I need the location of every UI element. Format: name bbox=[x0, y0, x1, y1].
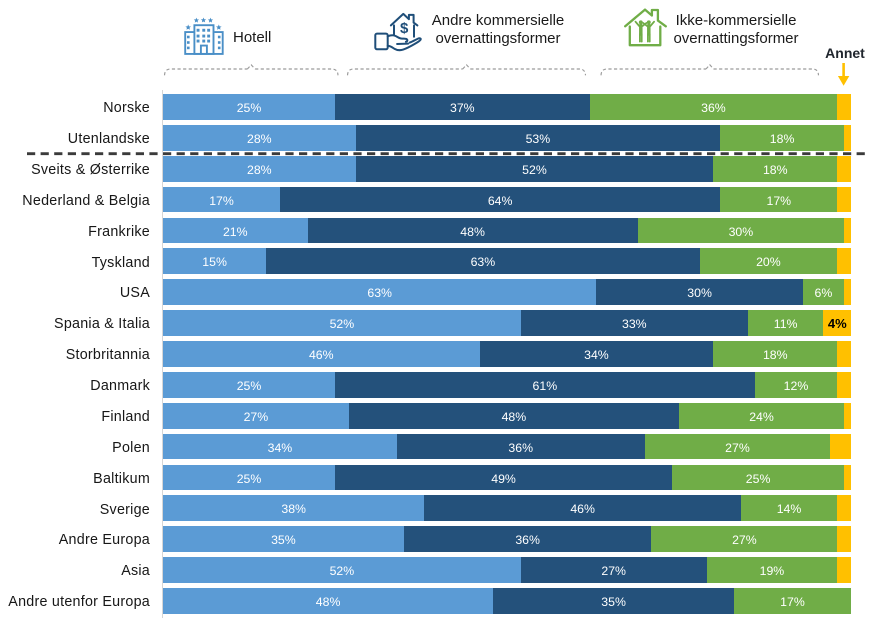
svg-text:$: $ bbox=[400, 20, 409, 37]
